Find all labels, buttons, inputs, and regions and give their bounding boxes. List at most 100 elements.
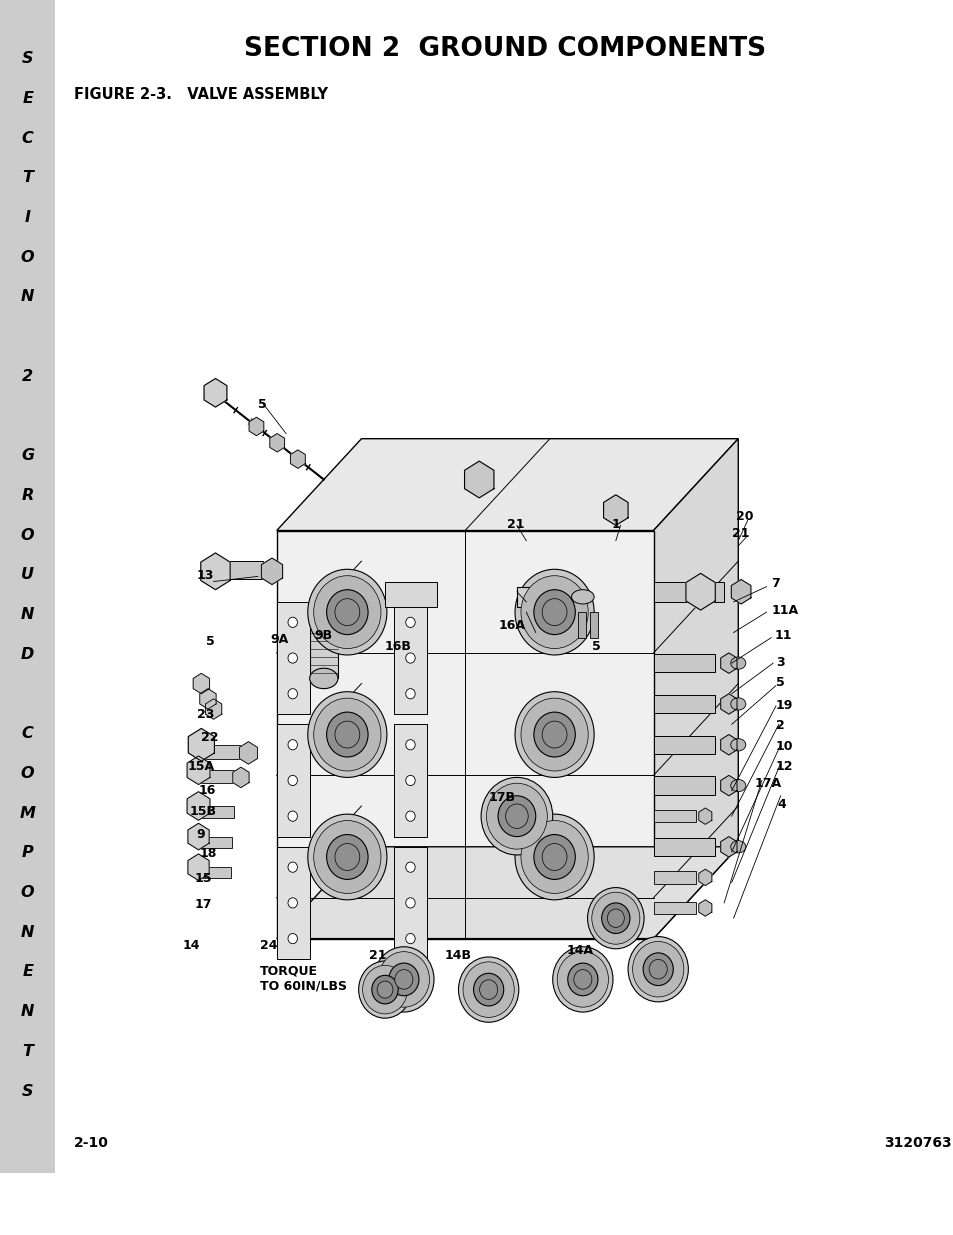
Circle shape	[405, 898, 415, 908]
Circle shape	[405, 689, 415, 699]
Ellipse shape	[730, 779, 745, 792]
Ellipse shape	[730, 841, 745, 853]
Text: 15A: 15A	[187, 760, 214, 773]
Circle shape	[288, 934, 297, 944]
Circle shape	[479, 979, 497, 999]
Circle shape	[458, 957, 518, 1023]
Polygon shape	[239, 742, 257, 764]
Polygon shape	[204, 378, 227, 408]
Text: C: C	[22, 726, 33, 741]
Text: N: N	[21, 925, 34, 940]
Circle shape	[358, 961, 411, 1018]
Polygon shape	[200, 553, 230, 589]
Circle shape	[288, 811, 297, 821]
Text: T: T	[22, 170, 33, 185]
Text: G: G	[21, 448, 34, 463]
Circle shape	[648, 960, 666, 979]
Text: 17B: 17B	[488, 790, 516, 804]
Bar	[653, 810, 695, 823]
Text: 1: 1	[611, 519, 619, 531]
Circle shape	[377, 952, 429, 1008]
Bar	[394, 725, 427, 836]
Circle shape	[541, 599, 566, 626]
Text: 13: 13	[196, 569, 213, 582]
Polygon shape	[261, 558, 282, 584]
Circle shape	[405, 618, 415, 627]
Circle shape	[557, 952, 608, 1008]
Circle shape	[288, 740, 297, 750]
Bar	[653, 695, 714, 713]
Text: 3: 3	[775, 656, 783, 669]
Circle shape	[335, 844, 359, 871]
Text: 15: 15	[194, 872, 212, 885]
Bar	[653, 871, 695, 883]
Text: E: E	[22, 91, 33, 106]
Circle shape	[515, 814, 594, 900]
Bar	[653, 777, 714, 795]
Circle shape	[473, 973, 503, 1007]
Circle shape	[288, 776, 297, 785]
Circle shape	[374, 947, 434, 1011]
Bar	[276, 601, 310, 714]
Text: 16B: 16B	[385, 640, 412, 652]
Text: FIGURE 2-3.   VALVE ASSEMBLY: FIGURE 2-3. VALVE ASSEMBLY	[74, 86, 328, 101]
Bar	[385, 582, 436, 608]
Text: O: O	[21, 249, 34, 264]
Text: 5: 5	[592, 640, 600, 652]
Circle shape	[486, 783, 547, 850]
Text: 3120763: 3120763	[883, 1136, 951, 1150]
Circle shape	[326, 589, 368, 635]
Polygon shape	[720, 694, 737, 714]
Bar	[578, 613, 585, 637]
Bar	[198, 867, 232, 878]
Ellipse shape	[310, 668, 337, 689]
Circle shape	[405, 653, 415, 663]
Circle shape	[534, 589, 575, 635]
Text: 11A: 11A	[770, 604, 798, 618]
Text: 23: 23	[196, 708, 213, 721]
Polygon shape	[720, 735, 737, 755]
Text: 21: 21	[507, 519, 524, 531]
Text: 19: 19	[775, 699, 793, 711]
Text: I: I	[25, 210, 30, 225]
Circle shape	[362, 966, 407, 1014]
Polygon shape	[276, 531, 653, 939]
Circle shape	[567, 963, 598, 995]
Text: N: N	[21, 1004, 34, 1019]
Text: N: N	[21, 608, 34, 622]
Circle shape	[308, 569, 387, 655]
Polygon shape	[205, 699, 221, 719]
Text: 17: 17	[194, 898, 212, 910]
Bar	[653, 655, 714, 672]
Polygon shape	[720, 836, 737, 857]
Polygon shape	[270, 433, 284, 452]
Circle shape	[314, 576, 380, 648]
Circle shape	[314, 820, 380, 893]
Text: 16: 16	[198, 783, 215, 797]
Bar	[653, 902, 695, 914]
Polygon shape	[731, 579, 750, 604]
Text: 9A: 9A	[270, 632, 288, 646]
Text: C: C	[22, 131, 33, 146]
Ellipse shape	[730, 698, 745, 710]
Bar	[201, 745, 243, 760]
Polygon shape	[187, 756, 210, 784]
Bar	[653, 736, 714, 753]
Polygon shape	[187, 792, 210, 820]
Text: 5: 5	[775, 677, 784, 689]
Text: O: O	[21, 527, 34, 542]
Text: D: D	[21, 647, 34, 662]
Bar	[310, 618, 337, 678]
Text: 16A: 16A	[497, 619, 524, 632]
Circle shape	[405, 740, 415, 750]
Circle shape	[335, 599, 359, 626]
Polygon shape	[291, 450, 305, 468]
Text: S: S	[22, 1083, 33, 1099]
Circle shape	[389, 963, 418, 995]
Circle shape	[372, 976, 397, 1004]
Text: 22: 22	[201, 731, 218, 745]
Circle shape	[520, 820, 588, 893]
Polygon shape	[188, 729, 214, 761]
Circle shape	[405, 934, 415, 944]
Bar	[653, 837, 714, 856]
